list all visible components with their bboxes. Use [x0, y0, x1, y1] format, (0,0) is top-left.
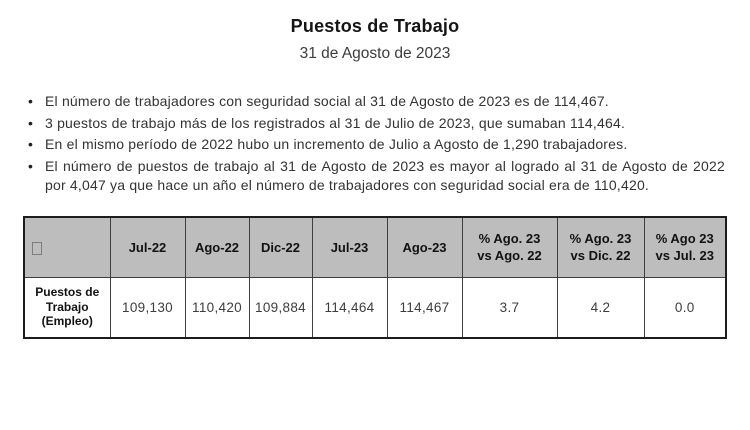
value-jul-23: 114,464 [311, 276, 388, 338]
report-document: Puestos de Trabajo 31 de Agosto de 2023 … [0, 16, 750, 339]
column-header-jul-22: Jul-22 [109, 216, 186, 278]
column-header-pct-ago23-vs-jul23: % Ago 23 vs Jul. 23 [643, 216, 727, 278]
value-ago-22: 110,420 [184, 276, 250, 338]
column-header-ago-22: Ago-22 [184, 216, 250, 278]
row-label-puestos-de-trabajo: Puestos de Trabajo (Empleo) [23, 276, 111, 338]
table-row: Puestos de Trabajo (Empleo) 109,130 110,… [23, 276, 727, 338]
column-header-pct-ago23-vs-ago22: % Ago. 23 vs Ago. 22 [461, 216, 558, 278]
bullet-item-3: En el mismo período de 2022 hubo un incr… [28, 135, 725, 155]
value-dic-22: 109,884 [248, 276, 313, 338]
column-header-dic-22: Dic-22 [248, 216, 313, 278]
value-pct-ago23-vs-ago22: 3.7 [461, 276, 558, 338]
value-pct-ago23-vs-jul23: 0.0 [643, 276, 727, 338]
summary-bullet-list: El número de trabajadores con seguridad … [28, 92, 725, 196]
column-header-jul-23: Jul-23 [311, 216, 388, 278]
table-corner-cell [23, 216, 111, 278]
jobs-data-table: Jul-22 Ago-22 Dic-22 Jul-23 Ago-23 % Ago… [23, 215, 727, 339]
bullet-item-1: El número de trabajadores con seguridad … [28, 92, 725, 112]
column-header-ago-23: Ago-23 [386, 216, 463, 278]
placeholder-box-icon [32, 241, 42, 255]
page-title: Puestos de Trabajo [290, 16, 460, 36]
value-ago-23: 114,467 [386, 276, 463, 338]
page-subtitle: 31 de Agosto de 2023 [299, 45, 451, 62]
column-header-pct-ago23-vs-dic22: % Ago. 23 vs Dic. 22 [556, 216, 645, 278]
table-header-row: Jul-22 Ago-22 Dic-22 Jul-23 Ago-23 % Ago… [23, 216, 727, 278]
bullet-item-2: 3 puestos de trabajo más de los registra… [28, 114, 725, 134]
value-jul-22: 109,130 [109, 276, 186, 338]
value-pct-ago23-vs-dic22: 4.2 [556, 276, 645, 338]
bullet-item-4: El número de puestos de trabajo al 31 de… [28, 157, 725, 196]
